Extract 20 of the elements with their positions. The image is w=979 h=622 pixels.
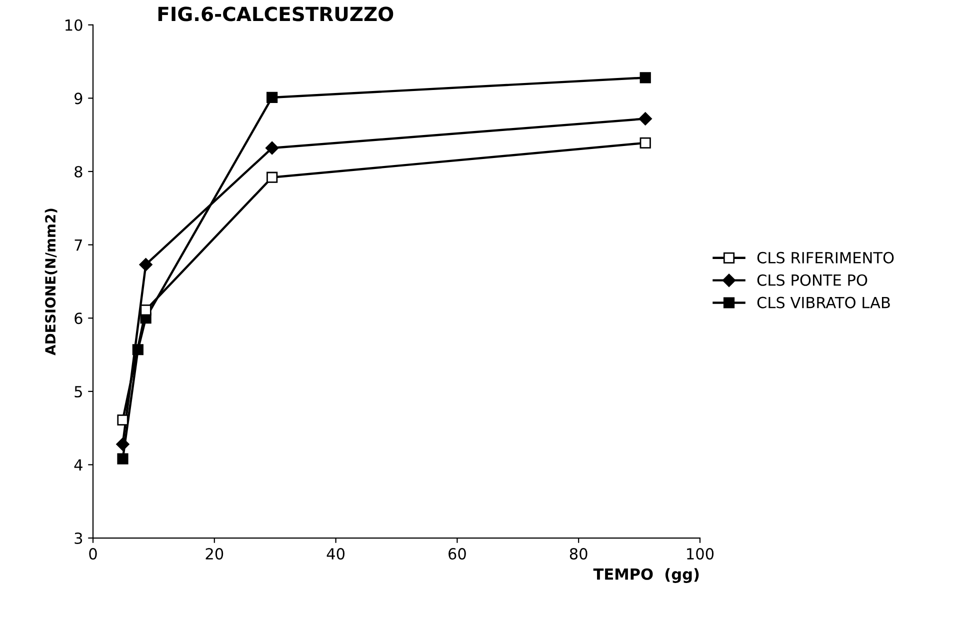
legend-label: CLS RIFERIMENTO: [757, 252, 894, 264]
x-tick-label: 100: [687, 548, 714, 560]
y-tick-label: 5: [74, 386, 82, 398]
y-tick-label: 9: [74, 92, 82, 104]
x-axis-title: TEMPO (gg): [593, 568, 699, 583]
y-tick-label: 10: [66, 19, 82, 31]
x-tick-label: 40: [326, 548, 345, 560]
legend-label: CLS PONTE PO: [757, 274, 868, 286]
x-tick-label: 20: [206, 548, 224, 560]
y-tick-label: 8: [74, 166, 82, 178]
y-axis-title: ADESIONE(N/mm2): [44, 208, 58, 356]
chart-title: FIG.6-CALCESTRUZZO: [158, 6, 394, 22]
y-tick-label: 6: [74, 312, 82, 324]
legend-label: CLS VIBRATO LAB: [757, 296, 890, 308]
y-tick-label: 7: [74, 239, 82, 251]
x-tick-label: 0: [89, 548, 97, 560]
x-tick-label: 80: [570, 548, 588, 560]
y-tick-label: 4: [74, 459, 82, 471]
x-tick-label: 60: [448, 548, 466, 560]
y-tick-label: 3: [74, 532, 82, 544]
